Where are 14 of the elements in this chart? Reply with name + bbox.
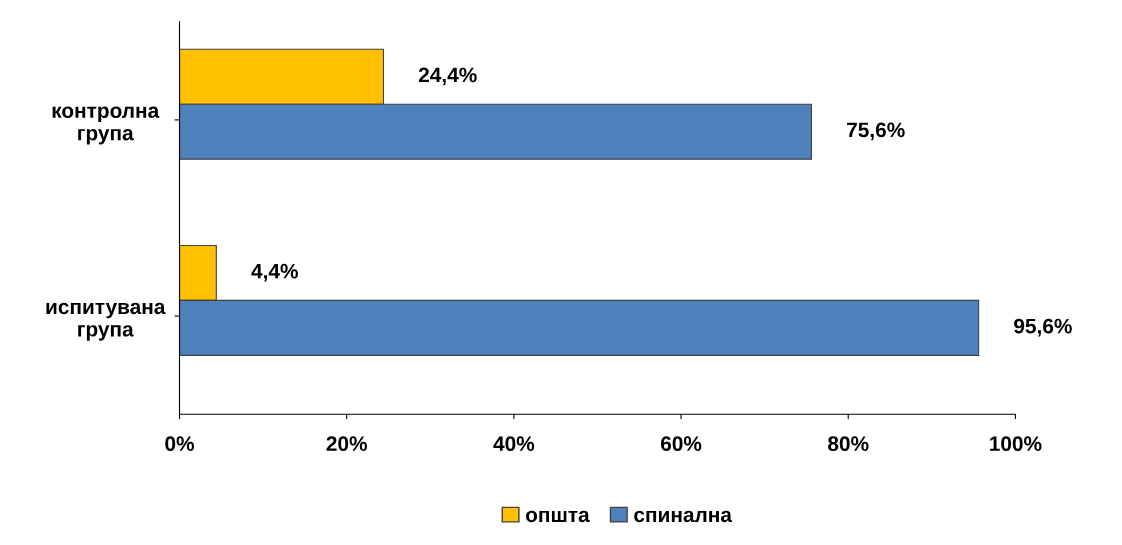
data-label: 95,6% [1014, 318, 1072, 337]
data-label: 75,6% [847, 122, 905, 141]
y-tick-label: контролна група [52, 106, 160, 145]
x-tick-label: 60% [660, 436, 702, 452]
data-label: 24,4% [418, 67, 477, 86]
data-label: 4,4% [251, 263, 298, 282]
x-tick-label: 0% [165, 436, 195, 452]
x-tick-label: 20% [326, 436, 367, 452]
legend-label: спинална [634, 510, 733, 523]
x-tick-label: 40% [493, 436, 535, 452]
y-tick-label: испитувана група [46, 302, 166, 341]
x-tick-label: 100% [990, 436, 1042, 452]
x-tick-label: 80% [828, 436, 869, 452]
legend-label: општа [525, 510, 590, 523]
